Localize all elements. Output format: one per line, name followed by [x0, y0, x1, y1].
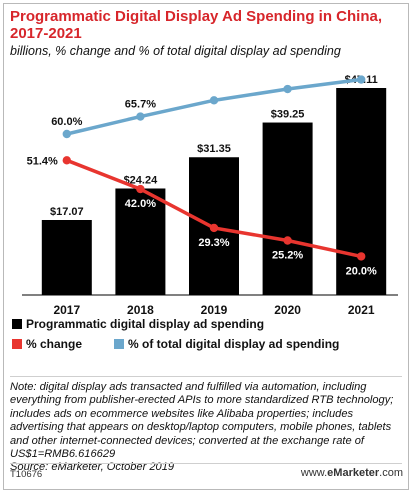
change-point-2021: [357, 252, 366, 261]
title-line-2: 2017-2021: [10, 25, 82, 42]
source-text: Source: eMarketer, October 2019: [10, 461, 175, 474]
legend-swatch-change: [12, 339, 22, 349]
change-label-2019: 29.3%: [198, 237, 229, 249]
x-tick-2021: 2021: [348, 303, 375, 317]
bar-2020: [262, 122, 313, 295]
bar-label-2020: $39.25: [271, 109, 305, 121]
share-label-2018: 65.7%: [125, 99, 156, 111]
legend-label-spending: Programmatic digital display ad spending: [26, 317, 264, 331]
brand-name: eMarketer: [327, 467, 380, 479]
change-point-2020: [283, 236, 292, 245]
share-point-2021: [357, 75, 366, 84]
footer-divider: [10, 463, 402, 464]
share-label-2021: 77.8%: [346, 62, 377, 74]
change-point-2017: [62, 156, 71, 165]
change-label-2020: 25.2%: [272, 249, 303, 261]
bar-label-2019: $31.35: [197, 143, 231, 155]
bar-2018: [115, 188, 166, 295]
chart-title: Programmatic Digital Display Ad Spending…: [10, 8, 400, 42]
change-point-2018: [136, 184, 145, 194]
bar-label-2018: $24.24: [124, 174, 159, 186]
brand-suffix: .com: [379, 467, 403, 479]
legend-swatch-spending: [12, 319, 22, 329]
chart-code: T10676: [10, 469, 43, 480]
share-point-2017: [62, 129, 71, 139]
legend-label-change: % change: [26, 337, 82, 351]
x-tick-2017: 2017: [53, 303, 80, 317]
share-label-2020: 74.7%: [272, 71, 303, 83]
bar-2021: [336, 88, 387, 295]
legend-label-share: % of total digital display ad spending: [128, 337, 339, 351]
share-label-2017: 60.0%: [51, 116, 82, 128]
change-label-2021: 20.0%: [346, 265, 377, 277]
title-line-1: Programmatic Digital Display Ad Spending…: [10, 8, 382, 25]
x-tick-2019: 2019: [201, 303, 228, 317]
legend-swatch-share: [114, 339, 124, 349]
bar-2017: [41, 219, 92, 295]
change-label-2017: 51.4%: [27, 155, 58, 167]
share-point-2020: [283, 84, 292, 94]
chart-subtitle: billions, % change and % of total digita…: [10, 44, 341, 58]
brand-prefix: www.: [300, 467, 328, 479]
share-point-2018: [136, 112, 145, 121]
bar-label-2017: $17.07: [50, 206, 84, 218]
x-tick-2018: 2018: [127, 303, 154, 317]
share-label-2019: 71.0%: [198, 82, 229, 94]
brand-url: www.eMarketer.com: [301, 467, 403, 479]
change-label-2018: 42.0%: [125, 198, 156, 210]
footnote: Note: digital display ads transacted and…: [10, 381, 402, 475]
note-divider: [10, 376, 402, 377]
chart-svg: $17.07$24.24$31.35$39.25$47.112017201820…: [12, 62, 398, 351]
note-text: Note: digital display ads transacted and…: [10, 381, 394, 461]
change-point-2019: [209, 223, 219, 233]
share-point-2019: [209, 96, 219, 105]
x-tick-2020: 2020: [274, 303, 301, 317]
